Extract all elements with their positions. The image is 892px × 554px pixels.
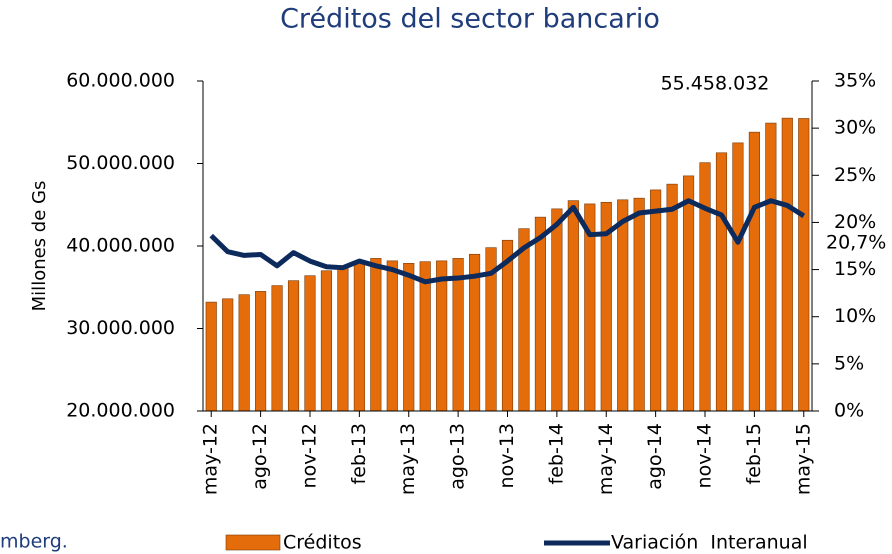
legend-swatch xyxy=(225,534,281,551)
bar xyxy=(238,294,250,412)
y-tick-label: 60.000.000 xyxy=(66,70,175,92)
bar xyxy=(304,275,316,412)
bar xyxy=(682,175,695,412)
y2-tick-label: 30% xyxy=(834,117,876,139)
y-tick-label: 50.000.000 xyxy=(66,152,175,174)
bar xyxy=(534,216,546,412)
x-tick-label: ago-13 xyxy=(447,423,469,490)
x-tick-label: nov-13 xyxy=(496,423,518,488)
y-tick-label: 40.000.000 xyxy=(66,235,175,257)
bar xyxy=(436,260,448,412)
bar xyxy=(633,197,645,412)
bar xyxy=(699,162,711,412)
bar xyxy=(748,131,760,412)
bar xyxy=(386,260,398,412)
bar xyxy=(732,142,744,412)
x-tick-label: may-14 xyxy=(595,423,617,495)
y2-tick-label: 15% xyxy=(834,258,876,280)
x-tick-label: may-12 xyxy=(200,423,222,495)
legend-label: Variación Interanual xyxy=(611,532,808,554)
bar xyxy=(781,117,793,412)
line xyxy=(209,198,806,285)
bar xyxy=(715,152,728,412)
x-tick-label: ago-14 xyxy=(644,423,666,490)
bar xyxy=(617,199,629,412)
bar xyxy=(370,258,382,412)
y2-tick-label: 0% xyxy=(834,400,864,422)
chart-title: Créditos del sector bancario xyxy=(280,4,660,35)
bar xyxy=(287,280,300,412)
y2-tick-label: 35% xyxy=(834,70,876,92)
annotation: 55.458.032 xyxy=(661,73,770,95)
y2-tick-label: 5% xyxy=(834,352,864,374)
bar xyxy=(650,189,662,412)
bar xyxy=(765,122,777,412)
legend-label: Créditos xyxy=(283,532,362,554)
y-tick-label: 20.000.000 xyxy=(66,400,175,422)
bar xyxy=(518,228,530,412)
x-tick-label: feb-13 xyxy=(348,423,370,484)
bar xyxy=(452,258,464,412)
bar xyxy=(567,200,579,412)
bar xyxy=(353,261,365,412)
bar xyxy=(255,291,267,412)
source: mberg. xyxy=(0,531,68,553)
y-axis-label: Millones de Gs xyxy=(29,181,50,312)
bar xyxy=(320,270,333,412)
y-tick-label: 30.000.000 xyxy=(66,317,175,339)
x-tick-label: feb-14 xyxy=(545,423,567,484)
bar xyxy=(666,183,678,412)
x-tick-label: feb-15 xyxy=(743,423,765,484)
x-tick-label: nov-12 xyxy=(298,423,320,488)
bar xyxy=(551,208,563,412)
x-tick-label: may-13 xyxy=(397,423,419,495)
bar xyxy=(271,285,283,412)
y2-tick-label: 10% xyxy=(834,305,876,327)
annotation: 20,7% xyxy=(826,232,886,254)
x-tick-label: ago-12 xyxy=(249,423,271,490)
bar xyxy=(222,298,234,412)
y2-tick-label: 25% xyxy=(834,164,876,186)
y2-tick-label: 20% xyxy=(834,211,876,233)
x-tick-label: may-15 xyxy=(792,423,814,495)
bar xyxy=(337,265,349,412)
bar xyxy=(798,118,810,412)
x-tick-label: nov-14 xyxy=(694,423,716,488)
bar xyxy=(205,301,217,412)
bar xyxy=(403,263,415,412)
